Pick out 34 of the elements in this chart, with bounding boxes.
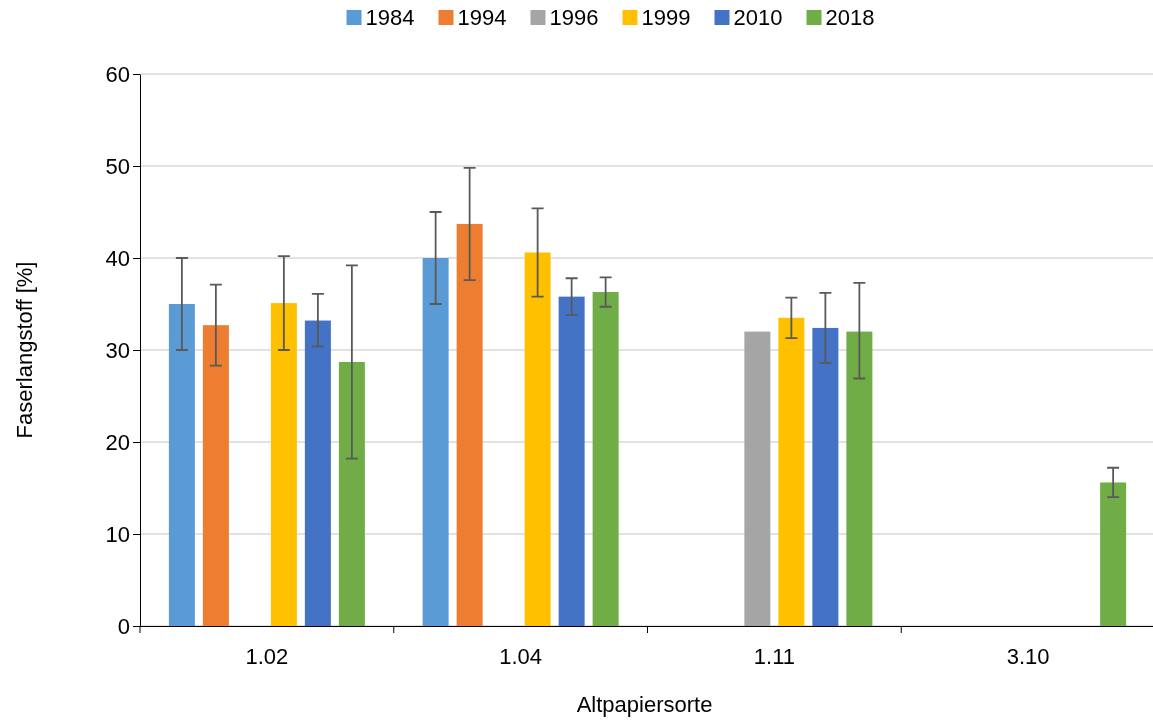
- legend-label: 2018: [825, 5, 875, 30]
- bar: [524, 252, 551, 626]
- y-axis-title: Faserlangstoff [%]: [12, 261, 37, 439]
- bar: [744, 331, 771, 626]
- bar: [338, 361, 365, 626]
- bar: [422, 258, 449, 626]
- bar: [270, 303, 297, 626]
- y-tick-label: 40: [105, 245, 130, 271]
- y-tick-label: 30: [105, 337, 130, 363]
- legend-label: 1994: [457, 5, 507, 30]
- bar: [812, 327, 839, 626]
- legend-label: 1996: [549, 5, 599, 30]
- legend-label: 1984: [365, 5, 415, 30]
- bar: [168, 304, 195, 626]
- x-tick-label: 1.11: [753, 644, 795, 670]
- y-tick-label: 10: [105, 521, 130, 547]
- bar: [1100, 482, 1127, 626]
- y-tick-label: 60: [105, 61, 130, 87]
- bar: [202, 325, 229, 626]
- legend-label: 2010: [733, 5, 783, 30]
- y-tick-label: 50: [105, 153, 130, 179]
- bar: [846, 331, 873, 626]
- bar: [778, 317, 805, 626]
- x-tick-label: 3.10: [1006, 644, 1050, 670]
- x-tick-label: 1.02: [245, 644, 289, 670]
- bar: [304, 320, 331, 626]
- y-tick-label: 0: [117, 613, 130, 639]
- x-axis-title: Altpapiersorte: [576, 692, 713, 717]
- bar: [558, 296, 585, 626]
- x-tick-label: 1.04: [499, 644, 543, 670]
- y-tick-label: 20: [105, 429, 130, 455]
- bar: [456, 223, 483, 626]
- legend-label: 1999: [641, 5, 691, 30]
- bar: [592, 292, 619, 626]
